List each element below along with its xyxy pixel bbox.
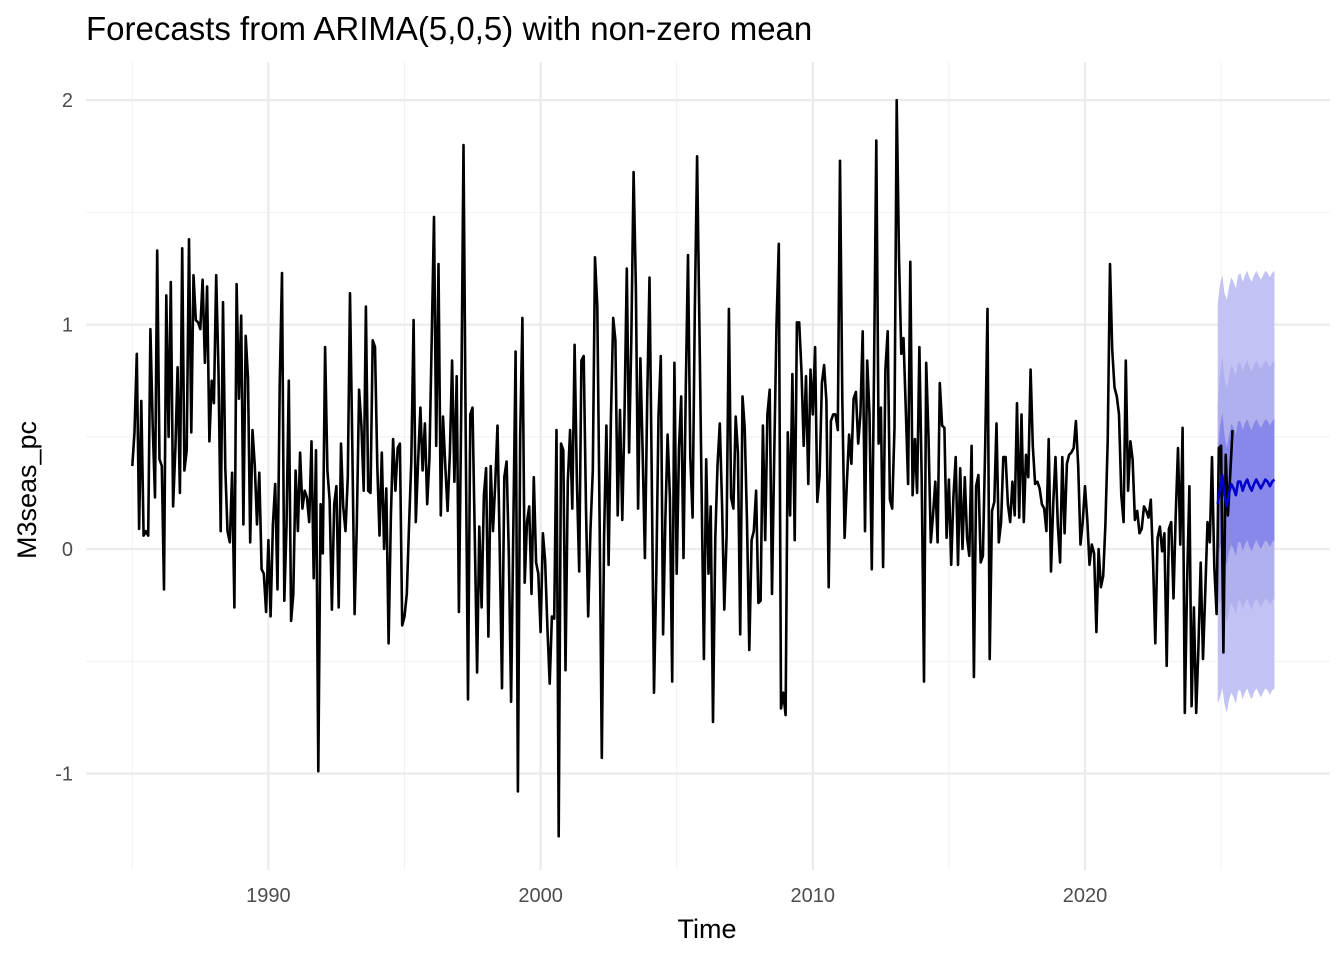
prediction-intervals	[1217, 270, 1275, 713]
y-tick-label: 0	[62, 539, 73, 561]
x-axis-ticks: 1990 2000 2010 2020	[246, 885, 1107, 907]
y-axis-title: M3seas_pc	[12, 421, 42, 559]
x-tick-label: 2020	[1063, 885, 1108, 907]
chart-title: Forecasts from ARIMA(5,0,5) with non-zer…	[86, 10, 812, 47]
history-line	[131, 98, 1234, 838]
x-tick-label: 2000	[518, 885, 563, 907]
forecast-line	[1216, 473, 1276, 508]
y-tick-label: -1	[55, 763, 73, 785]
y-tick-label: 2	[62, 90, 73, 112]
x-tick-label: 1990	[246, 885, 291, 907]
series-lines	[131, 98, 1276, 838]
x-tick-label: 2010	[791, 885, 836, 907]
x-axis-title: Time	[678, 914, 737, 944]
y-axis-ticks: -1 0 1 2	[55, 90, 73, 785]
y-tick-label: 1	[62, 315, 73, 337]
